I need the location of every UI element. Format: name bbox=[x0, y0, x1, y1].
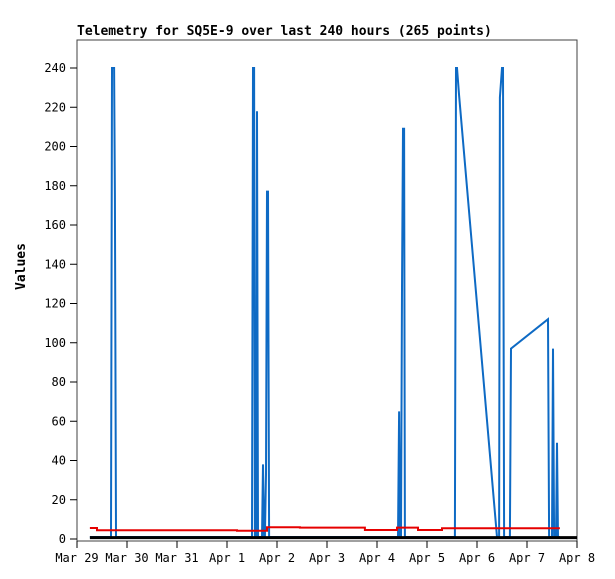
y-tick-label: 200 bbox=[44, 140, 66, 154]
x-tick-label: Mar 29 bbox=[55, 551, 98, 565]
x-tick-label: Apr 2 bbox=[259, 551, 295, 565]
y-tick-label: 100 bbox=[44, 336, 66, 350]
y-tick-label: 240 bbox=[44, 61, 66, 75]
x-tick-label: Apr 8 bbox=[559, 551, 595, 565]
x-tick-label: Mar 30 bbox=[105, 551, 148, 565]
y-tick-label: 40 bbox=[52, 454, 66, 468]
x-tick-label: Mar 31 bbox=[155, 551, 198, 565]
y-tick-label: 80 bbox=[52, 375, 66, 389]
y-tick-label: 140 bbox=[44, 257, 66, 271]
y-tick-label: 20 bbox=[52, 493, 66, 507]
x-tick-label: Apr 1 bbox=[209, 551, 245, 565]
x-tick-label: Apr 3 bbox=[309, 551, 345, 565]
chart-title: Telemetry for SQ5E-9 over last 240 hours… bbox=[77, 24, 492, 39]
x-tick-label: Apr 5 bbox=[409, 551, 445, 565]
x-tick-label: Apr 6 bbox=[459, 551, 495, 565]
y-tick-label: 180 bbox=[44, 179, 66, 193]
y-tick-label: 60 bbox=[52, 414, 66, 428]
x-tick-label: Apr 4 bbox=[359, 551, 395, 565]
y-axis-label: Values bbox=[14, 243, 29, 290]
series-average-level bbox=[89, 526, 560, 532]
plot-frame bbox=[76, 39, 578, 542]
y-tick-label: 120 bbox=[44, 297, 66, 311]
x-tick-label: Apr 7 bbox=[509, 551, 545, 565]
y-tick-label: 220 bbox=[44, 100, 66, 114]
y-tick-label: 160 bbox=[44, 218, 66, 232]
y-tick-label: 0 bbox=[59, 532, 66, 546]
series-values-spikes bbox=[89, 67, 560, 538]
